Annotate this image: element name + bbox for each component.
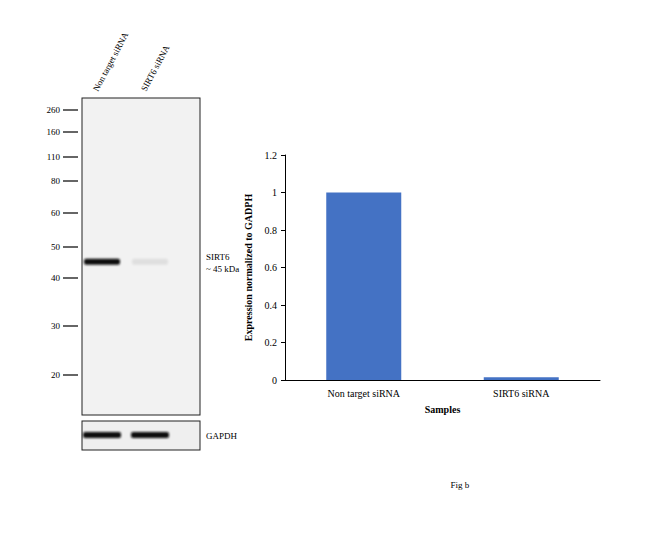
svg-text:80: 80 xyxy=(51,176,61,186)
svg-text:60: 60 xyxy=(51,208,61,218)
svg-text:Non target siRNA: Non target siRNA xyxy=(327,388,400,399)
svg-text:SIRT6 siRNA: SIRT6 siRNA xyxy=(493,388,550,399)
svg-text:260: 260 xyxy=(47,105,61,115)
svg-text:Expression normalized to GADPH: Expression normalized to GADPH xyxy=(243,194,254,342)
svg-text:50: 50 xyxy=(51,242,61,252)
svg-text:110: 110 xyxy=(47,152,61,162)
svg-text:0: 0 xyxy=(272,375,277,386)
svg-text:30: 30 xyxy=(51,321,61,331)
svg-text:Fig b: Fig b xyxy=(451,480,470,490)
svg-text:0.6: 0.6 xyxy=(265,262,278,273)
svg-text:~ 45 kDa: ~ 45 kDa xyxy=(206,264,239,274)
svg-text:Samples: Samples xyxy=(425,404,461,415)
svg-text:0.2: 0.2 xyxy=(265,337,278,348)
svg-text:160: 160 xyxy=(47,127,61,137)
svg-text:SIRT6: SIRT6 xyxy=(206,252,230,262)
svg-text:0.4: 0.4 xyxy=(265,300,278,311)
svg-text:SIRT6 siRNA: SIRT6 siRNA xyxy=(139,43,172,93)
svg-text:20: 20 xyxy=(51,370,61,380)
svg-text:0.8: 0.8 xyxy=(265,225,278,236)
svg-text:40: 40 xyxy=(51,273,61,283)
svg-text:1.2: 1.2 xyxy=(265,150,278,161)
svg-text:GAPDH: GAPDH xyxy=(206,431,238,441)
svg-text:1: 1 xyxy=(272,187,277,198)
svg-text:Non target siRNA: Non target siRNA xyxy=(91,30,131,93)
